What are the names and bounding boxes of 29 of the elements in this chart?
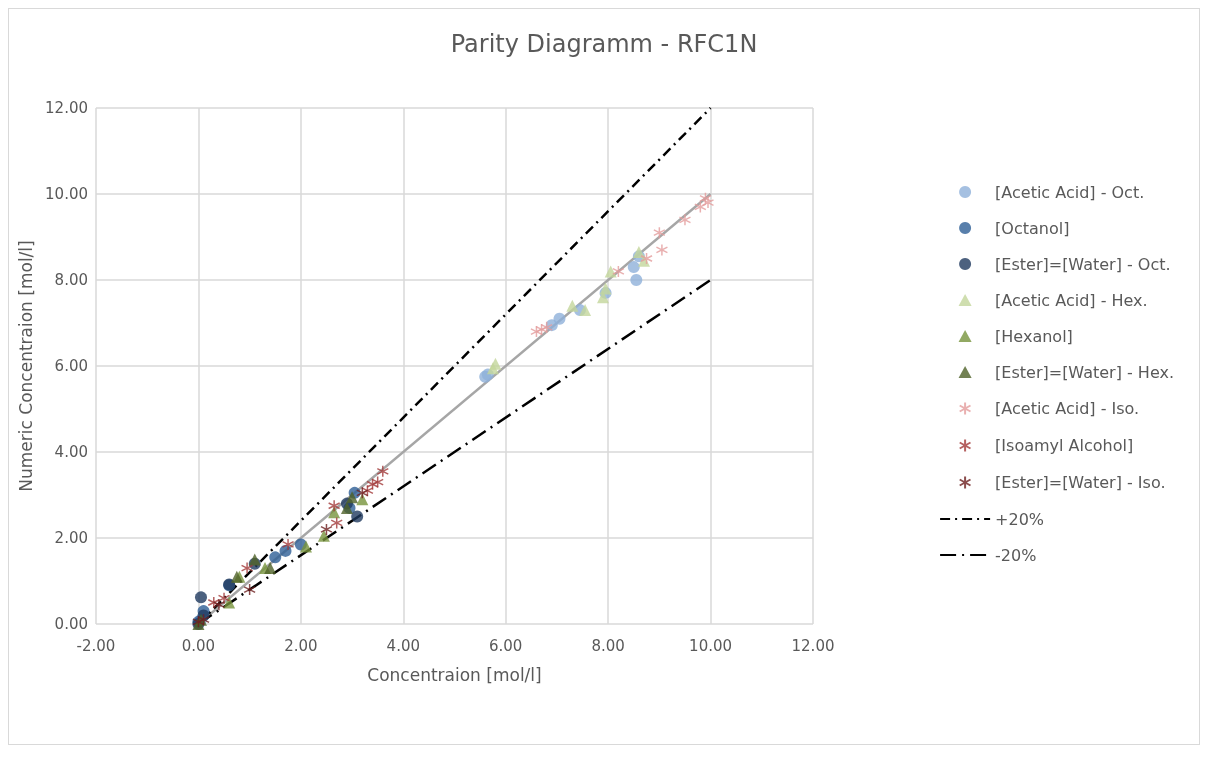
y-axis-title: Numeric Concentraion [mol/l] — [15, 240, 36, 492]
legend-label: [Ester]=[Water] - Iso. — [995, 473, 1166, 492]
legend-label: [Acetic Acid] - Hex. — [995, 290, 1148, 310]
legend-label: [Ester]=[Water] - Oct. — [995, 254, 1171, 274]
legend-label: -20% — [995, 545, 1037, 565]
y-tick-label: 0.00 — [54, 615, 88, 633]
x-axis-title: Concentraion [mol/l] — [367, 664, 542, 685]
chart-title: Parity Diagramm - RFC1N — [450, 30, 758, 58]
legend-label: [Isoamyl Alcohol] — [995, 436, 1134, 455]
legend-label: +20% — [995, 509, 1045, 529]
legend-label: [Octanol] — [995, 218, 1070, 238]
y-tick-label: 8.00 — [54, 271, 88, 289]
y-tick-label: 4.00 — [54, 443, 88, 461]
x-tick-label: 2.00 — [284, 636, 318, 655]
x-tick-label: 10.00 — [689, 636, 733, 655]
legend-label: [Hexanol] — [995, 326, 1073, 346]
legend-label: [Acetic Acid] - Iso. — [995, 399, 1140, 418]
y-tick-label: 12.00 — [45, 99, 88, 117]
y-tick-label: 2.00 — [54, 529, 88, 547]
x-tick-label: -2.00 — [76, 636, 116, 655]
legend-label: [Acetic Acid] - Oct. — [995, 182, 1145, 202]
x-tick-label: 0.00 — [181, 636, 216, 655]
y-tick-label: 10.00 — [45, 185, 88, 203]
y-tick-label: 6.00 — [54, 357, 88, 375]
legend-label: [Ester]=[Water] - Hex. — [995, 362, 1174, 382]
x-tick-label: 4.00 — [386, 636, 420, 655]
x-tick-label: 12.00 — [791, 636, 835, 655]
x-tick-label: 8.00 — [591, 636, 625, 655]
x-tick-label: 6.00 — [489, 636, 523, 655]
